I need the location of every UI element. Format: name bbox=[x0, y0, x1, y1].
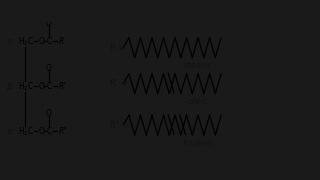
Text: C: C bbox=[46, 37, 52, 46]
Text: R": R" bbox=[59, 127, 67, 136]
Text: oleic: oleic bbox=[188, 97, 209, 106]
Text: $\alpha$: $\alpha$ bbox=[6, 127, 14, 136]
Text: O: O bbox=[46, 109, 52, 118]
Text: R =: R = bbox=[110, 43, 126, 52]
Text: H$_2$C: H$_2$C bbox=[18, 80, 34, 93]
Text: O: O bbox=[38, 37, 44, 46]
Text: C: C bbox=[46, 82, 52, 91]
Text: $\alpha$: $\alpha$ bbox=[6, 37, 14, 46]
Text: H$_2$C: H$_2$C bbox=[18, 125, 34, 138]
Text: O: O bbox=[46, 64, 52, 73]
Text: R' =: R' = bbox=[110, 79, 128, 88]
Text: O: O bbox=[38, 82, 44, 91]
Text: C: C bbox=[46, 127, 52, 136]
Text: H$_2$C: H$_2$C bbox=[18, 35, 34, 48]
Bar bbox=[0, 158, 320, 180]
Bar bbox=[0, 0, 320, 22]
Text: R': R' bbox=[59, 82, 66, 91]
Text: O: O bbox=[46, 19, 52, 28]
Text: linoleic: linoleic bbox=[182, 139, 214, 148]
Text: R" =: R" = bbox=[110, 121, 130, 130]
Text: where for example the fatty acid group combination could be: where for example the fatty acid group c… bbox=[99, 11, 305, 17]
Text: $\beta$: $\beta$ bbox=[6, 80, 14, 93]
Text: stearic: stearic bbox=[183, 61, 214, 70]
Text: R: R bbox=[59, 37, 64, 46]
Text: O: O bbox=[38, 127, 44, 136]
